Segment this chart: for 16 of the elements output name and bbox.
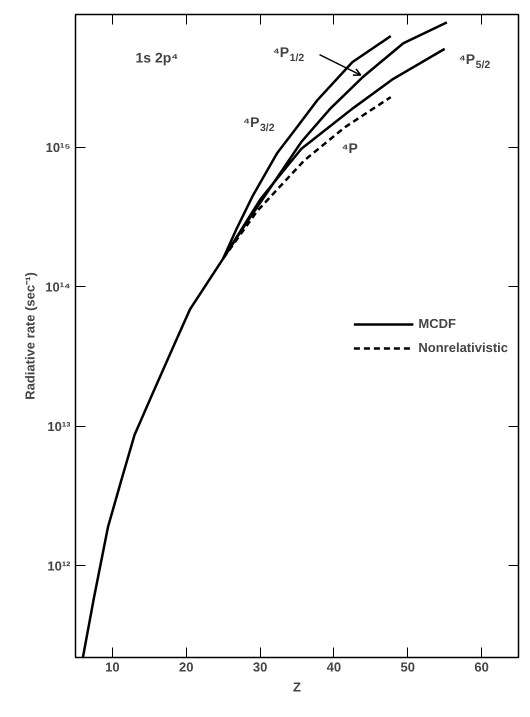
annotation: ⁴P (342, 140, 358, 156)
x-axis-title: Z (293, 680, 302, 694)
x-tick-label: 60 (474, 660, 489, 674)
x-tick-label: 20 (179, 660, 194, 674)
y-axis-title: Radiative rate (sec⁻¹) (22, 272, 38, 400)
annotation: 1s 2p⁴ (136, 50, 178, 66)
y-tick-label: 10¹³ (47, 418, 72, 434)
y-tick-label: 10¹⁵ (46, 140, 71, 156)
legend-label: MCDF (418, 316, 456, 331)
y-tick-label: 10¹² (47, 558, 72, 574)
x-tick-label: 30 (252, 660, 268, 674)
x-tick-label: 40 (326, 660, 342, 674)
legend-label: Nonrelativistic (418, 340, 508, 355)
y-tick-label: 10¹⁴ (45, 279, 71, 294)
x-tick-label: 50 (400, 660, 415, 674)
x-tick-label: 10 (105, 660, 120, 674)
